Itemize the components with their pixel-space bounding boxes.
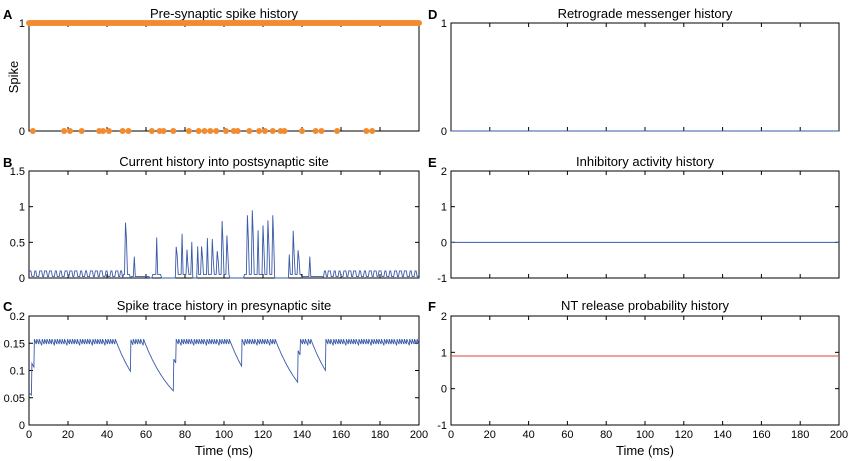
ytick-label-a: 0 <box>19 126 25 138</box>
spike-trace-line <box>28 338 420 397</box>
xtick-label-c: 140 <box>293 429 311 441</box>
no-spike-marker <box>195 128 202 134</box>
ytick-label-f: 0 <box>441 384 447 396</box>
xtick-label-c: 20 <box>62 429 74 441</box>
ytick-label-e: -1 <box>437 273 447 285</box>
panel-letter-f: F <box>428 299 436 314</box>
ytick-label-c: 0.05 <box>4 393 25 405</box>
xtick-label-c: 0 <box>26 429 32 441</box>
no-spike-marker <box>61 128 68 134</box>
chart-title-e: Inhibitory activity history <box>576 154 714 169</box>
ytick-label-e: 0 <box>441 237 447 249</box>
chart-title-f: NT release probability history <box>561 298 730 313</box>
ytick-label-c: 0.15 <box>4 338 25 350</box>
no-spike-marker <box>318 128 325 134</box>
xtick-label-c: 160 <box>332 429 350 441</box>
ytick-label-f: 2 <box>441 311 447 323</box>
no-spike-marker <box>125 128 132 134</box>
ytick-label-b: 1 <box>19 202 25 214</box>
axes-frame-f <box>450 315 840 426</box>
no-spike-marker <box>269 128 276 134</box>
ytick-label-f: -1 <box>437 420 447 432</box>
ytick-label-a: 1 <box>19 18 25 30</box>
no-spike-marker <box>261 128 268 134</box>
no-spike-marker <box>334 128 341 134</box>
panel-letter-b: B <box>3 155 12 170</box>
xtick-label-f: 160 <box>752 429 770 441</box>
no-spike-marker <box>78 128 85 134</box>
no-spike-marker <box>29 128 36 134</box>
no-spike-marker <box>363 128 370 134</box>
no-spike-marker <box>281 128 288 134</box>
no-spike-marker <box>207 128 214 134</box>
chart-title-a: Pre-synaptic spike history <box>150 6 299 21</box>
no-spike-marker <box>201 128 208 134</box>
current-trace-line <box>29 210 420 280</box>
no-spike-marker <box>312 128 319 134</box>
xtick-label-f: 100 <box>636 429 654 441</box>
no-spike-marker <box>213 128 220 134</box>
ytick-label-c: 0.2 <box>10 311 25 323</box>
xaxis-label-f: Time (ms) <box>616 443 674 458</box>
no-spike-marker <box>100 128 107 134</box>
axes-frame-e <box>450 170 840 279</box>
xtick-label-f: 0 <box>448 429 454 441</box>
ytick-label-d: 1 <box>441 18 447 30</box>
ytick-label-e: 1 <box>441 202 447 214</box>
no-spike-marker <box>119 128 126 134</box>
no-spike-marker <box>256 128 263 134</box>
panel-letter-a: A <box>3 7 13 22</box>
xtick-label-c: 100 <box>215 429 233 441</box>
ytick-label-c: 0 <box>19 420 25 432</box>
xtick-label-c: 180 <box>371 429 389 441</box>
ytick-label-c: 0.1 <box>10 366 25 378</box>
no-spike-marker <box>246 128 253 134</box>
chart-title-b: Current history into postsynaptic site <box>119 154 329 169</box>
ytick-label-b: 0.5 <box>10 237 25 249</box>
xtick-label-f: 200 <box>830 429 848 441</box>
no-spike-marker <box>222 128 229 134</box>
no-spike-marker <box>148 128 155 134</box>
no-spike-marker <box>66 128 73 134</box>
xtick-label-f: 60 <box>561 429 573 441</box>
no-spike-marker <box>105 128 112 134</box>
xaxis-label-c: Time (ms) <box>195 443 253 458</box>
axes-frame-c <box>28 315 420 426</box>
xtick-label-f: 140 <box>713 429 731 441</box>
no-spike-marker <box>170 128 177 134</box>
xtick-label-f: 40 <box>522 429 534 441</box>
spike-marker <box>416 20 422 26</box>
xtick-label-c: 80 <box>179 429 191 441</box>
xtick-label-c: 120 <box>254 429 272 441</box>
ytick-label-d: 0 <box>441 126 447 138</box>
ytick-label-e: 2 <box>441 166 447 178</box>
xtick-label-f: 80 <box>600 429 612 441</box>
xtick-label-c: 60 <box>140 429 152 441</box>
chart-title-d: Retrograde messenger history <box>558 6 733 21</box>
axes-frame-d <box>450 22 840 132</box>
xtick-label-c: 40 <box>101 429 113 441</box>
panel-letter-e: E <box>428 155 437 170</box>
yaxis-label-a: Spike <box>6 61 21 94</box>
ytick-label-f: 1 <box>441 347 447 359</box>
no-spike-marker <box>299 128 305 134</box>
ytick-label-b: 0 <box>19 273 25 285</box>
no-spike-marker <box>160 128 167 134</box>
xtick-label-f: 120 <box>675 429 693 441</box>
ytick-label-b: 1.5 <box>10 166 25 178</box>
xtick-label-c: 200 <box>410 429 428 441</box>
no-spike-marker <box>369 128 376 134</box>
no-spike-marker <box>185 128 192 134</box>
xtick-label-f: 180 <box>791 429 809 441</box>
panel-letter-c: C <box>3 299 13 314</box>
no-spike-marker <box>234 128 241 134</box>
panel-letter-d: D <box>428 7 437 22</box>
xtick-label-f: 20 <box>484 429 496 441</box>
axes-frame-a <box>28 22 420 132</box>
chart-title-c: Spike trace history in presynaptic site <box>117 298 332 313</box>
